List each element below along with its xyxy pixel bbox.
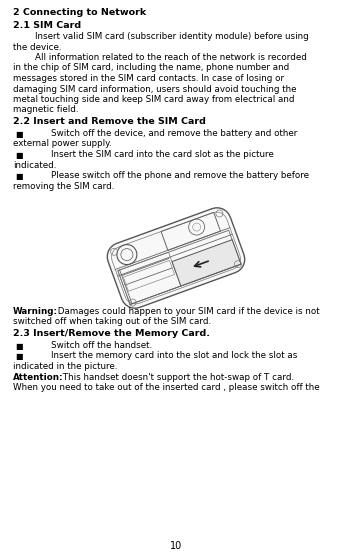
Text: 2 Connecting to Network: 2 Connecting to Network (13, 8, 146, 17)
Text: ■: ■ (15, 352, 23, 362)
Text: 10: 10 (170, 541, 182, 551)
Text: Warning:: Warning: (13, 307, 58, 316)
Text: 2.1 SIM Card: 2.1 SIM Card (13, 20, 81, 29)
Text: metal touching side and keep SIM card away from electrical and: metal touching side and keep SIM card aw… (13, 95, 295, 104)
Text: Please switch off the phone and remove the battery before: Please switch off the phone and remove t… (51, 172, 309, 181)
Text: the device.: the device. (13, 43, 62, 52)
Text: magnetic field.: magnetic field. (13, 105, 78, 115)
Text: This handset doesn't support the hot-swap of T card.: This handset doesn't support the hot-swa… (60, 373, 294, 382)
Text: Insert the memory card into the slot and lock the slot as: Insert the memory card into the slot and… (51, 351, 297, 361)
Text: damaging SIM card information, users should avoid touching the: damaging SIM card information, users sho… (13, 85, 296, 94)
Text: Insert the SIM card into the card slot as the picture: Insert the SIM card into the card slot a… (51, 150, 274, 159)
Text: removing the SIM card.: removing the SIM card. (13, 182, 114, 191)
Text: When you need to take out of the inserted card , please switch off the: When you need to take out of the inserte… (13, 383, 320, 392)
Text: ■: ■ (15, 172, 23, 182)
Text: switched off when taking out of the SIM card.: switched off when taking out of the SIM … (13, 317, 211, 326)
Text: 2.3 Insert/Remove the Memory Card.: 2.3 Insert/Remove the Memory Card. (13, 329, 210, 338)
Text: messages stored in the SIM card contacts. In case of losing or: messages stored in the SIM card contacts… (13, 74, 284, 83)
Polygon shape (172, 240, 241, 286)
Text: Switch off the handset.: Switch off the handset. (51, 341, 152, 350)
Polygon shape (107, 208, 245, 308)
Text: indicated.: indicated. (13, 161, 56, 170)
Text: in the chip of SIM card, including the name, phone number and: in the chip of SIM card, including the n… (13, 64, 289, 73)
Text: ■: ■ (15, 130, 23, 138)
Text: Insert valid SIM card (subscriber identity module) before using: Insert valid SIM card (subscriber identi… (13, 32, 309, 41)
Text: Switch off the device, and remove the battery and other: Switch off the device, and remove the ba… (51, 129, 297, 137)
Text: Attention:: Attention: (13, 373, 64, 382)
Text: external power supply.: external power supply. (13, 139, 112, 148)
Text: Damages could happen to your SIM card if the device is not: Damages could happen to your SIM card if… (55, 307, 320, 316)
Text: indicated in the picture.: indicated in the picture. (13, 362, 117, 371)
Text: All information related to the reach of the network is recorded: All information related to the reach of … (13, 53, 307, 62)
Text: ■: ■ (15, 341, 23, 351)
Text: 2.2 Insert and Remove the SIM Card: 2.2 Insert and Remove the SIM Card (13, 117, 206, 126)
Text: ■: ■ (15, 151, 23, 160)
